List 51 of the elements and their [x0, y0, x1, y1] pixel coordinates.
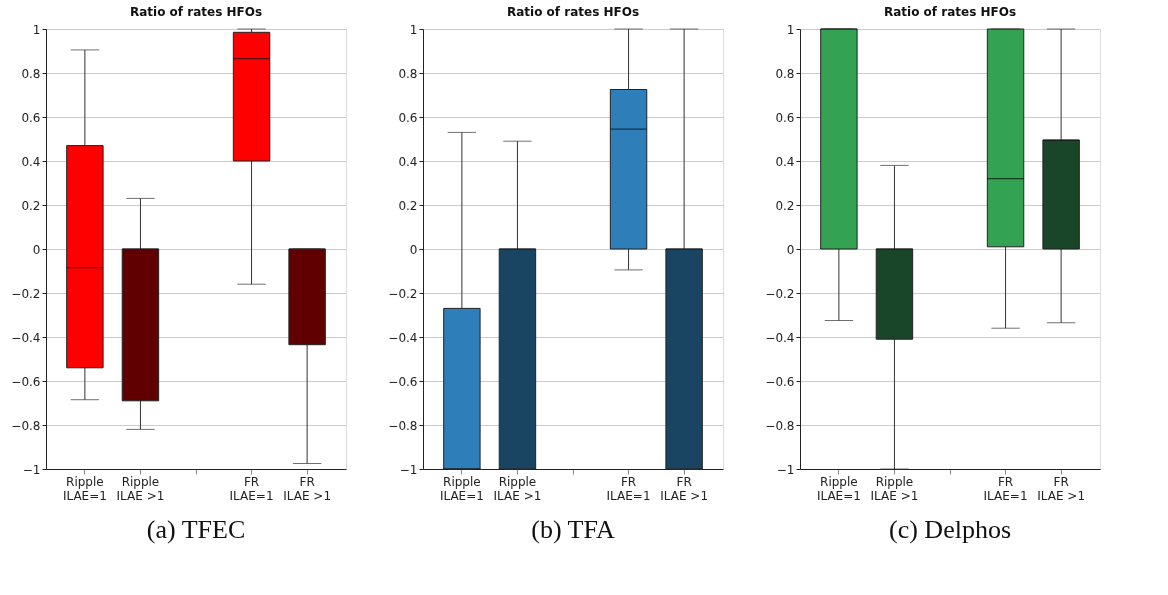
- y-tick-label: −0.6: [388, 374, 418, 389]
- y-tick-label: 0.4: [775, 154, 795, 169]
- text: (b) TFA: [531, 515, 615, 544]
- x-tick-label: Ripple ILAE=1: [439, 474, 484, 503]
- y-tick-label: 1: [786, 22, 795, 37]
- y-tick-label: 0.2: [398, 198, 418, 213]
- x-tick-label: FR ILAE=1: [229, 474, 274, 503]
- x-tick-label: Ripple ILAE >1: [870, 474, 919, 503]
- chart-title: Ratio of rates HFOs: [129, 5, 263, 19]
- x-tick-label: FR ILAE >1: [660, 474, 709, 503]
- x-tick-label: Ripple ILAE >1: [493, 474, 542, 503]
- chart-title: Ratio of rates HFOs: [506, 5, 640, 19]
- y-tick-label: −0.8: [11, 418, 41, 433]
- y-tick-label: −0.8: [765, 418, 795, 433]
- x-tick-label: Ripple ILAE=1: [816, 474, 861, 503]
- y-tick-label: 0: [32, 242, 41, 257]
- text: (c) Delphos: [888, 515, 1012, 544]
- y-tick-label: 0.6: [775, 110, 795, 125]
- x-tick-label: Ripple ILAE=1: [62, 474, 107, 503]
- x-tick-label: FR ILAE >1: [1037, 474, 1086, 503]
- y-tick-label: −0.6: [11, 374, 41, 389]
- y-tick-label: −0.2: [388, 286, 418, 301]
- y-tick-label: −1: [22, 462, 41, 477]
- y-tick-label: −0.8: [388, 418, 418, 433]
- y-tick-label: 0.8: [398, 66, 418, 81]
- y-tick-label: 0.2: [775, 198, 795, 213]
- y-tick-label: −0.4: [765, 330, 795, 345]
- y-tick-label: −1: [776, 462, 795, 477]
- y-tick-label: 0.8: [21, 66, 41, 81]
- y-tick-label: 0.6: [21, 110, 41, 125]
- y-tick-label: −0.6: [765, 374, 795, 389]
- x-tick-label: Ripple ILAE >1: [116, 474, 165, 503]
- y-tick-label: −1: [399, 462, 418, 477]
- y-tick-label: 0: [786, 242, 795, 257]
- y-tick-label: −0.2: [11, 286, 41, 301]
- y-tick-label: 0.4: [21, 154, 41, 169]
- y-tick-label: 0.6: [398, 110, 418, 125]
- text: (a) TFEC: [146, 515, 246, 544]
- chart-title: Ratio of rates HFOs: [883, 5, 1017, 19]
- y-tick-label: 1: [32, 22, 41, 37]
- x-tick-label: FR ILAE >1: [283, 474, 332, 503]
- y-tick-label: −0.4: [11, 330, 41, 345]
- y-tick-label: 0.4: [398, 154, 418, 169]
- y-tick-label: −0.4: [388, 330, 418, 345]
- y-tick-label: 0.8: [775, 66, 795, 81]
- y-tick-label: 1: [409, 22, 418, 37]
- y-tick-label: −0.2: [765, 286, 795, 301]
- y-tick-label: 0.2: [21, 198, 41, 213]
- x-tick-label: FR ILAE=1: [606, 474, 651, 503]
- y-tick-label: 0: [409, 242, 418, 257]
- x-tick-label: FR ILAE=1: [983, 474, 1028, 503]
